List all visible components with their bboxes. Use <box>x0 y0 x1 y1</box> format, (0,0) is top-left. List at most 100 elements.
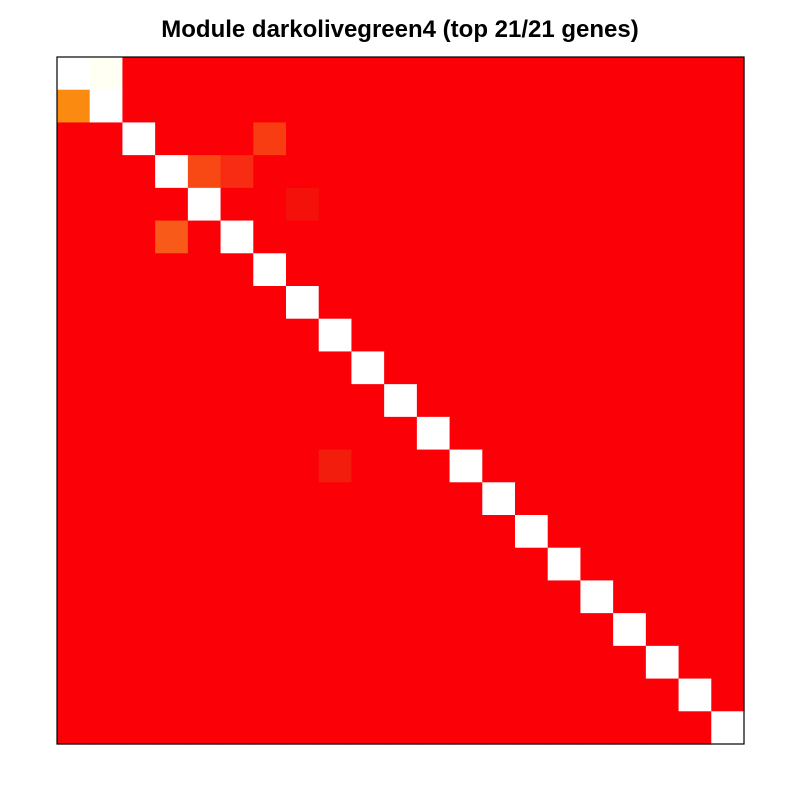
heatmap-cell <box>711 645 745 680</box>
heatmap-cell <box>645 547 680 582</box>
heatmap-cell <box>645 678 680 712</box>
heatmap-cell <box>89 449 124 483</box>
heatmap-cell <box>482 711 516 745</box>
heatmap-cell <box>155 253 189 287</box>
heatmap-cell <box>286 547 320 582</box>
heatmap-cell <box>318 351 353 385</box>
heatmap-cell <box>580 57 614 91</box>
heatmap-cell <box>220 580 254 614</box>
heatmap-cell <box>416 286 451 320</box>
heatmap-diagonal-cell <box>384 384 418 418</box>
heatmap-cell <box>220 351 254 385</box>
heatmap-cell <box>416 187 451 222</box>
heatmap-cell <box>286 645 320 680</box>
heatmap-cell <box>580 645 614 680</box>
heatmap-cell <box>318 613 353 647</box>
heatmap-cell <box>89 547 124 582</box>
heatmap-cell <box>351 384 385 418</box>
heatmap-cell <box>416 351 451 385</box>
heatmap-cells <box>57 57 745 745</box>
heatmap-diagonal-cell <box>89 89 124 124</box>
heatmap-cell <box>89 613 124 647</box>
heatmap-cell <box>57 155 91 189</box>
heatmap-cell <box>580 286 614 320</box>
heatmap-highlight-cell <box>89 57 124 91</box>
heatmap-cell <box>253 711 287 745</box>
heatmap-cell <box>678 187 712 222</box>
heatmap-cell <box>613 187 647 222</box>
heatmap-cell <box>318 57 353 91</box>
heatmap-cell <box>253 286 287 320</box>
heatmap-cell <box>711 416 745 451</box>
heatmap-cell <box>580 384 614 418</box>
heatmap-cell <box>711 515 745 549</box>
heatmap-cell <box>351 613 385 647</box>
heatmap-cell <box>613 515 647 549</box>
heatmap-cell <box>711 318 745 353</box>
heatmap-cell <box>220 57 254 91</box>
heatmap-cell <box>89 711 124 745</box>
heatmap-cell <box>580 253 614 287</box>
heatmap-cell <box>351 449 385 483</box>
heatmap-cell <box>89 416 124 451</box>
heatmap-cell <box>547 482 582 516</box>
heatmap-cell <box>187 220 222 254</box>
heatmap-cell <box>57 384 91 418</box>
heatmap-diagonal-cell <box>155 155 189 189</box>
heatmap-cell <box>449 384 483 418</box>
heatmap-cell <box>580 318 614 353</box>
heatmap-cell <box>155 318 189 353</box>
heatmap-cell <box>547 515 582 549</box>
heatmap-cell <box>384 220 418 254</box>
heatmap-cell <box>286 318 320 353</box>
heatmap-diagonal-cell <box>580 580 614 614</box>
heatmap-cell <box>351 515 385 549</box>
heatmap-cell <box>678 449 712 483</box>
heatmap-cell <box>449 57 483 91</box>
heatmap-cell <box>711 449 745 483</box>
heatmap-cell <box>711 482 745 516</box>
heatmap-cell <box>122 351 156 385</box>
heatmap-cell <box>318 384 353 418</box>
heatmap-cell <box>482 122 516 156</box>
heatmap-cell <box>449 678 483 712</box>
heatmap-cell <box>482 384 516 418</box>
heatmap-cell <box>482 318 516 353</box>
heatmap-cell <box>711 351 745 385</box>
heatmap-cell <box>580 155 614 189</box>
heatmap-cell <box>678 515 712 549</box>
heatmap-cell <box>449 515 483 549</box>
heatmap-cell <box>416 155 451 189</box>
heatmap-cell <box>678 351 712 385</box>
heatmap-cell <box>351 286 385 320</box>
heatmap-cell <box>155 711 189 745</box>
heatmap-cell <box>547 57 582 91</box>
heatmap-cell <box>351 547 385 582</box>
heatmap-cell <box>645 286 680 320</box>
heatmap-cell <box>711 613 745 647</box>
heatmap-cell <box>580 711 614 745</box>
heatmap-cell <box>286 613 320 647</box>
heatmap-cell <box>155 678 189 712</box>
heatmap-cell <box>286 384 320 418</box>
heatmap-cell <box>416 613 451 647</box>
heatmap-cell <box>384 318 418 353</box>
heatmap-cell <box>187 286 222 320</box>
heatmap-cell <box>351 57 385 91</box>
heatmap-cell <box>580 482 614 516</box>
heatmap-cell <box>580 89 614 124</box>
heatmap-cell <box>286 711 320 745</box>
heatmap-cell <box>645 122 680 156</box>
heatmap-cell <box>678 482 712 516</box>
heatmap-cell <box>384 482 418 516</box>
heatmap-cell <box>482 416 516 451</box>
heatmap-cell <box>155 57 189 91</box>
heatmap-cell <box>482 89 516 124</box>
heatmap-cell <box>613 122 647 156</box>
heatmap-cell <box>155 89 189 124</box>
heatmap-cell <box>645 220 680 254</box>
heatmap-diagonal-cell <box>318 318 353 353</box>
heatmap-cell <box>547 220 582 254</box>
heatmap-cell <box>286 678 320 712</box>
heatmap-cell <box>384 613 418 647</box>
